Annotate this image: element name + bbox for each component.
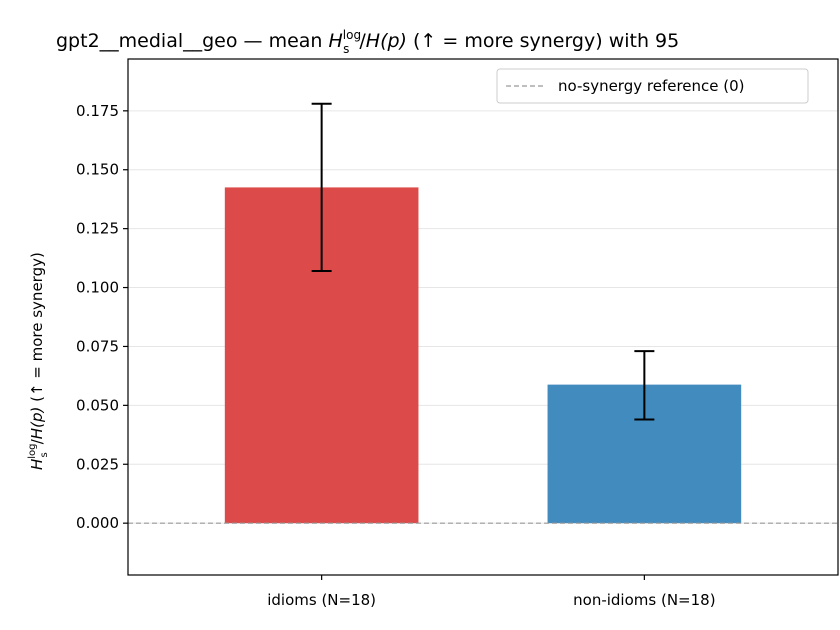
y-tick-label: 0.175 [76,102,119,120]
y-tick-label: 0.100 [76,279,119,297]
plot-frame [127,58,839,576]
chart-title: gpt2__medial__geo — mean Hlog s/H(p) (↑ =… [56,28,679,56]
y-tick-label: 0.000 [76,514,119,532]
y-axis: 0.000 0.025 0.050 0.075 0.100 0.125 0.150 0.175 [76,102,128,532]
y-tick-label: 0.125 [76,220,119,238]
x-tick-label: idioms (N=18) [267,591,376,609]
y-tick-label: 0.075 [76,337,119,355]
legend-reference-label: no-synergy reference (0) [558,77,745,95]
error-bars [311,102,655,421]
y-tick-label: 0.025 [76,455,119,473]
x-tick-label: non-idioms (N=18) [573,591,715,609]
y-tick-label: 0.050 [76,396,119,414]
legend-box [496,68,809,104]
legend: no-synergy reference (0) [496,68,809,104]
x-axis: idioms (N=18) non-idioms (N=18) [267,575,716,609]
y-axis-label: Hlogs/H(p) (↑ = more synergy) [27,252,50,470]
y-tick-label: 0.150 [76,161,119,179]
